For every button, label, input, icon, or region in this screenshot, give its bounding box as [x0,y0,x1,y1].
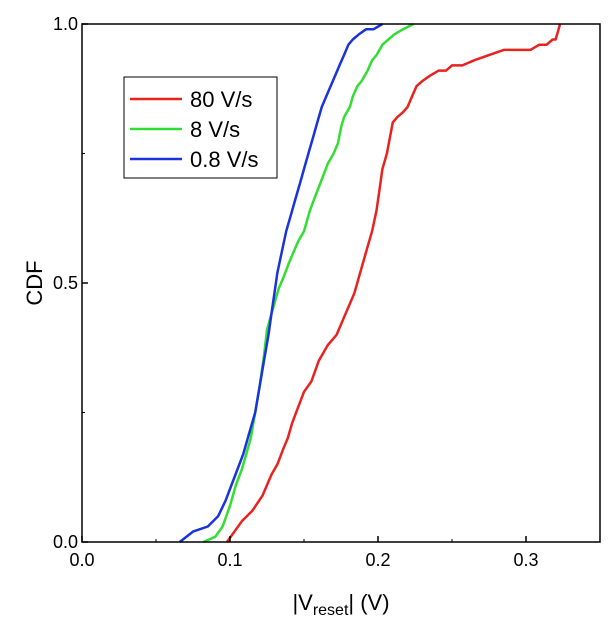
x-tick-label: 0.0 [69,550,94,570]
legend-label: 8 V/s [190,117,240,142]
y-axis-title: CDF [22,260,47,305]
x-tick-label: 0.3 [513,550,538,570]
series-layer [178,22,562,544]
y-tick-label: 1.0 [53,14,78,34]
legend: 80 V/s 8 V/s 0.8 V/s [123,76,278,179]
series-line-0-8-v-s [178,22,384,543]
x-axis-title-sub: reset [313,602,349,619]
y-tick-label: 0.5 [53,273,78,293]
legend-label: 0.8 V/s [190,147,258,172]
legend-label: 80 V/s [190,87,252,112]
series-line-8-v-s [202,22,415,544]
x-axis-title-suffix: | (V) [348,590,389,615]
x-tick-label: 0.2 [365,550,390,570]
x-axis-title: |Vreset| (V) [292,590,389,619]
y-tick-label: 0.0 [53,532,78,552]
ticks-layer: 0.0 0.1 0.2 0.3 0.0 0.5 1.0 [53,14,539,570]
x-axis-title-prefix: |V [292,590,313,615]
series-line-80-v-s [225,23,562,543]
legend-box [123,76,278,179]
x-tick-label: 0.1 [217,550,242,570]
